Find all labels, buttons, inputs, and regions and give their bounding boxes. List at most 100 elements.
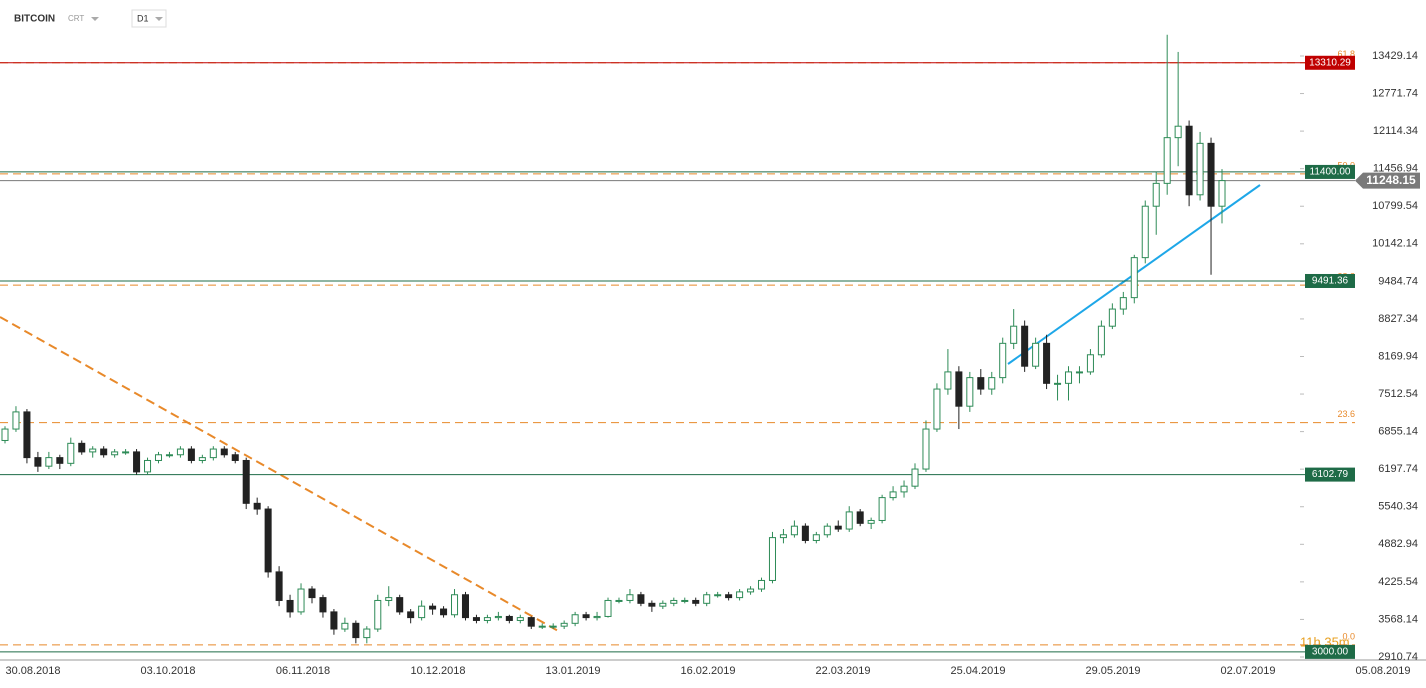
- candle-body: [319, 597, 327, 613]
- candle-body: [472, 617, 480, 621]
- candle-body: [911, 468, 919, 487]
- timeframe-box[interactable]: [131, 9, 167, 28]
- candle-body: [418, 605, 426, 619]
- candle-body: [757, 579, 766, 590]
- level-box: [1305, 644, 1355, 659]
- candle-body: [165, 454, 173, 457]
- level-label: 11400.00: [1310, 167, 1351, 178]
- y-tick-label: 12771.74: [1372, 87, 1418, 99]
- candle-body: [1207, 142, 1215, 207]
- fib-label: 61.8: [1337, 49, 1355, 59]
- candle-body: [1174, 125, 1182, 139]
- candle-body: [1043, 342, 1051, 384]
- candle-body: [1097, 325, 1105, 356]
- candle-body: [352, 622, 360, 639]
- candle-body: [23, 411, 31, 459]
- candle-body: [604, 599, 612, 617]
- candle-body: [505, 615, 513, 621]
- candle-body: [100, 448, 108, 456]
- candle-body: [834, 525, 842, 530]
- candle-body: [977, 377, 985, 390]
- y-tick-label: 6197.74: [1378, 463, 1418, 475]
- x-tick-label: 13.01.2019: [545, 665, 600, 677]
- candle-body: [363, 628, 371, 639]
- candle-body: [648, 602, 656, 607]
- candle-body: [988, 377, 996, 390]
- y-tick-label: 13429.14: [1372, 50, 1418, 62]
- candle-body: [538, 625, 546, 628]
- candle-body: [297, 588, 305, 613]
- level-label: 3000.00: [1312, 647, 1349, 658]
- candle-body: [768, 537, 776, 581]
- last-price-box: [1355, 172, 1420, 189]
- candle-body: [626, 594, 634, 601]
- level-box: [1305, 164, 1355, 179]
- y-tick-label: 11456.94: [1373, 163, 1418, 175]
- level-box: [1305, 55, 1355, 70]
- candle-body: [122, 451, 130, 454]
- y-tick-label: 4225.54: [1378, 576, 1418, 588]
- candle-body: [133, 451, 141, 473]
- x-tick-label: 16.02.2019: [680, 665, 735, 677]
- candle-body: [1196, 142, 1204, 196]
- candle-body: [692, 599, 700, 604]
- candle-body: [275, 571, 283, 601]
- candle-body: [582, 614, 590, 619]
- candle-body: [286, 599, 294, 613]
- candle-body: [253, 502, 261, 510]
- x-tick-label: 05.08.2019: [1355, 665, 1410, 677]
- x-tick-label: 06.11.2018: [276, 665, 330, 677]
- candle-body: [747, 588, 755, 593]
- candle-body: [703, 594, 711, 604]
- y-tick-label: 7512.54: [1378, 388, 1418, 400]
- fib-label: 23.6: [1337, 409, 1355, 419]
- candle-body: [922, 428, 930, 470]
- candle-body: [1, 428, 9, 441]
- candle-body: [396, 597, 404, 613]
- candle-body: [527, 617, 535, 627]
- candle-body: [198, 457, 206, 461]
- level-label: 6102.79: [1312, 469, 1349, 480]
- candle-body: [955, 371, 963, 407]
- candle-body: [407, 611, 415, 619]
- candle-body: [34, 457, 42, 467]
- candle-body: [714, 594, 722, 597]
- dropdown-arrow[interactable]: [155, 17, 163, 21]
- candle-body: [45, 457, 53, 467]
- candle-body: [670, 599, 678, 604]
- candle-body: [209, 448, 217, 459]
- group[interactable]: CRT: [68, 14, 84, 23]
- candle-body: [812, 534, 820, 541]
- symbol: BITCOIN: [14, 14, 55, 25]
- candle-body: [823, 525, 831, 536]
- y-tick-label: 10799.54: [1372, 200, 1418, 212]
- candle-body: [1075, 371, 1083, 374]
- fib-label: 0.0: [1342, 631, 1355, 641]
- candle-body: [1032, 342, 1040, 367]
- candle-body: [615, 599, 623, 602]
- dropdown-arrow[interactable]: [91, 17, 99, 21]
- candle-body: [1064, 371, 1073, 384]
- level-box: [1305, 273, 1355, 288]
- candle-body: [483, 617, 491, 621]
- y-tick-label: 3568.14: [1378, 613, 1418, 625]
- y-tick-label: 8827.34: [1378, 313, 1418, 325]
- y-tick-label: 4882.94: [1378, 538, 1418, 550]
- level-label: 13310.29: [1309, 57, 1351, 68]
- candle-body: [845, 511, 853, 530]
- candle-body: [451, 594, 459, 616]
- x-tick-label: 10.12.2018: [410, 665, 465, 677]
- candle-body: [242, 459, 250, 504]
- candle-body: [1054, 382, 1062, 385]
- candle-body: [494, 615, 502, 619]
- y-tick-label: 6855.14: [1378, 426, 1418, 438]
- candle-body: [1218, 180, 1226, 207]
- timeframe[interactable]: D1: [137, 13, 149, 23]
- candle-body: [790, 525, 798, 536]
- candle-body: [56, 457, 64, 464]
- candle-body: [736, 591, 744, 599]
- candle-body: [440, 608, 448, 616]
- x-tick-label: 22.03.2019: [815, 665, 870, 677]
- candle-body: [571, 614, 579, 624]
